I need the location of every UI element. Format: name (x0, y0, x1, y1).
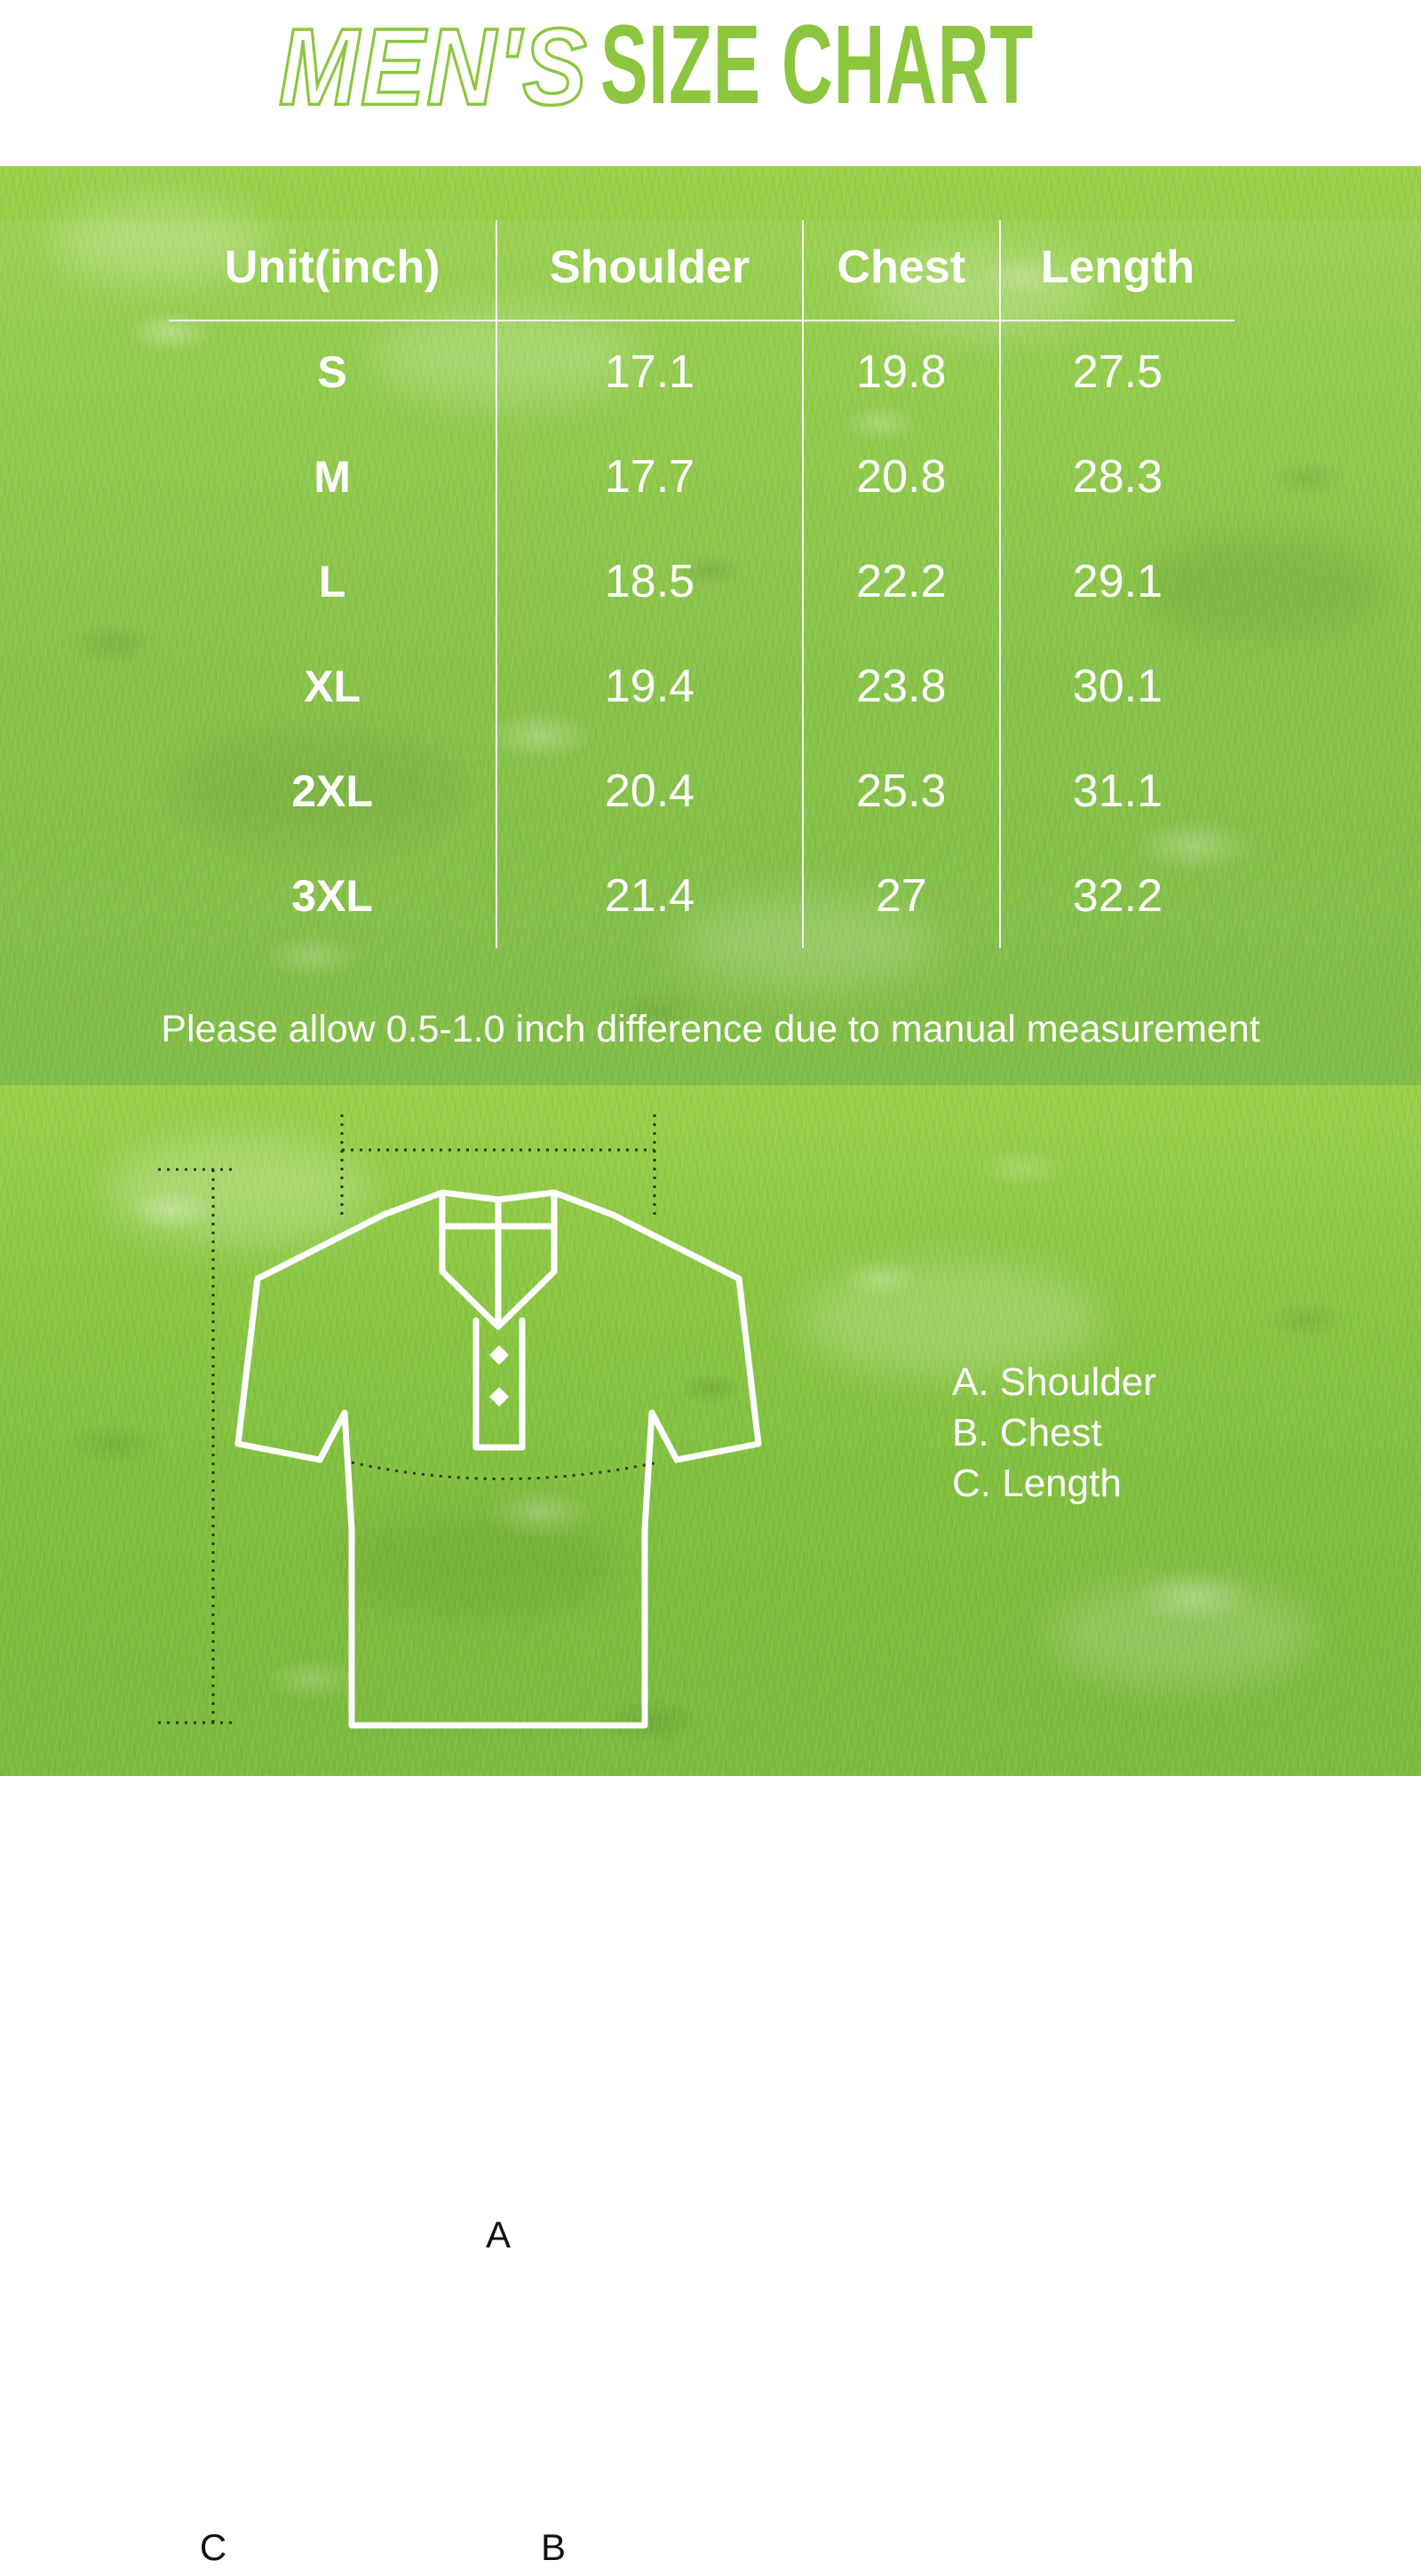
collar-left (439, 1189, 502, 1330)
table-head: Unit(inch) Shoulder Chest Length (169, 220, 1234, 320)
measurement-note: Please allow 0.5-1.0 inch difference due… (161, 1008, 1260, 1050)
cell-size: 3XL (291, 871, 373, 921)
cell-shoulder: 17.7 (496, 424, 803, 529)
placket (472, 1317, 526, 1451)
cell-size: 2XL (291, 766, 373, 816)
table-row: 2XL 20.4 25.3 31.1 (169, 739, 1234, 844)
table-row: M 17.7 20.8 28.3 (169, 424, 1234, 529)
measurement-legend: A. Shoulder B. Chest C. Length (952, 1357, 1156, 1510)
polo-shirt-outline (234, 1189, 762, 1729)
marker-a: A (470, 2207, 527, 2263)
legend-item-chest: B. Chest (952, 1411, 1102, 1455)
column-header-chest: Chest (801, 220, 1000, 320)
table-row: L 18.5 22.2 29.1 (169, 529, 1234, 634)
table-row: 3XL 21.4 27 32.2 (169, 844, 1234, 948)
marker-a-label: A (485, 2214, 511, 2255)
title-mens-outline: MEN'S (278, 5, 590, 130)
cell-length: 32.2 (998, 844, 1234, 948)
page-header: MEN'S SIZE CHART (0, 0, 1421, 166)
cell-shoulder: 18.5 (496, 529, 803, 634)
cell-chest: 23.8 (801, 634, 1000, 739)
cell-size: M (314, 452, 351, 502)
column-header-length: Length (998, 220, 1234, 320)
legend-item-shoulder: A. Shoulder (952, 1360, 1156, 1404)
collar-right (495, 1189, 558, 1330)
cell-length: 27.5 (998, 320, 1234, 424)
cell-chest: 20.8 (801, 424, 1000, 529)
marker-c: C (185, 2519, 242, 2576)
size-chart-table: Unit(inch) Shoulder Chest Length S 17.1 … (169, 220, 1234, 948)
title-size-chart: SIZE CHART (599, 2, 1034, 128)
cell-length: 29.1 (998, 529, 1234, 634)
marker-b: B (525, 2519, 582, 2576)
marker-c-label: C (199, 2526, 227, 2568)
page-title: MEN'S SIZE CHART (278, 2, 1141, 131)
cell-chest: 22.2 (801, 529, 1000, 634)
cell-length: 30.1 (998, 634, 1234, 739)
cell-shoulder: 19.4 (496, 634, 803, 739)
cell-size: S (317, 347, 347, 397)
polo-shirt-svg (158, 1114, 762, 1729)
legend-item-length: C. Length (952, 1462, 1122, 1506)
header-rule (169, 320, 1234, 321)
cell-shoulder: 21.4 (496, 844, 803, 948)
cell-chest: 27 (801, 844, 1000, 948)
column-header-unit: Unit(inch) (224, 242, 441, 293)
cell-size: XL (304, 662, 361, 711)
column-header-shoulder: Shoulder (496, 220, 803, 320)
table-row: XL 19.4 23.8 30.1 (169, 634, 1234, 739)
garment-diagram: A B C (0, 1085, 1421, 2576)
cell-size: L (318, 557, 346, 606)
cell-shoulder: 17.1 (496, 320, 803, 424)
table-row: S 17.1 19.8 27.5 (169, 320, 1234, 424)
size-table: Unit(inch) Shoulder Chest Length S 17.1 … (169, 220, 1234, 948)
cell-chest: 25.3 (801, 739, 1000, 844)
cell-shoulder: 20.4 (496, 739, 803, 844)
cell-chest: 19.8 (801, 320, 1000, 424)
table-body: S 17.1 19.8 27.5 M 17.7 20.8 28.3 L 18.5… (169, 320, 1234, 948)
length-guide-lines (158, 1168, 238, 1724)
placket-buttons (489, 1345, 509, 1407)
marker-b-label: B (540, 2526, 566, 2568)
button-bottom (489, 1387, 509, 1407)
chest-guide-curve (351, 1461, 658, 1480)
table-header-row: Unit(inch) Shoulder Chest Length (169, 220, 1234, 320)
cell-length: 28.3 (998, 424, 1234, 529)
cell-length: 31.1 (998, 739, 1234, 844)
button-top (489, 1345, 509, 1365)
